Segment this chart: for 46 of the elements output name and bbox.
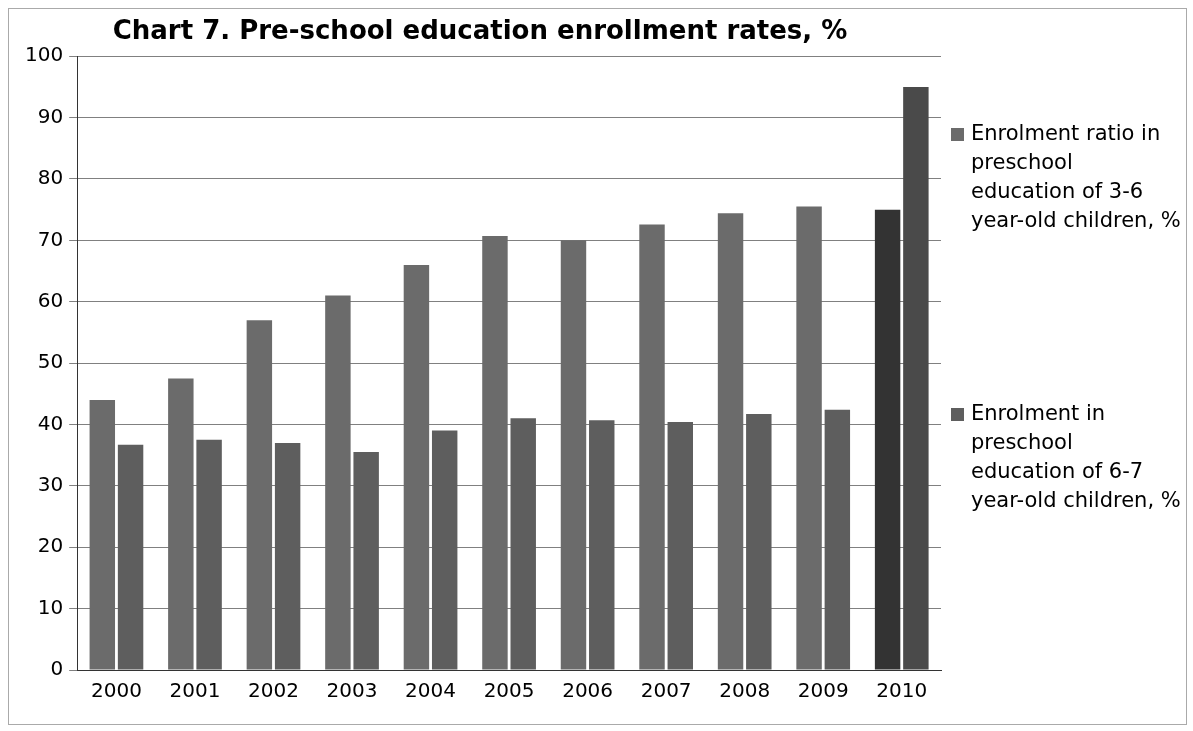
bar	[403, 264, 430, 670]
bar	[717, 213, 744, 670]
x-tick-label: 2005	[483, 678, 535, 703]
bar	[353, 452, 379, 670]
bar	[746, 414, 772, 670]
y-tick-label: 80	[37, 165, 64, 190]
x-tick-label: 2009	[797, 678, 849, 703]
bar	[796, 206, 822, 670]
bar	[667, 422, 693, 670]
legend-label: Enrolment in preschool education of 6-7 year-old children, %	[971, 400, 1181, 514]
bar	[482, 236, 508, 670]
bar	[196, 439, 222, 670]
y-tick-label: 90	[37, 103, 64, 128]
y-tick-label: 40	[37, 410, 64, 435]
bar	[903, 86, 929, 670]
y-tick-label: 70	[37, 226, 64, 251]
chart-title: Chart 7. Pre-school education enrollment rates, %	[112, 15, 848, 46]
bar	[274, 442, 301, 670]
y-tick-label: 0	[50, 656, 64, 681]
y-tick-label: 10	[37, 594, 64, 619]
y-tick-label: 60	[37, 287, 64, 312]
bar	[117, 444, 144, 670]
y-tick-label: 100	[24, 42, 64, 67]
bar	[639, 224, 665, 670]
bar	[824, 409, 851, 670]
bar	[325, 295, 351, 670]
bar	[89, 399, 116, 670]
x-tick-label: 2004	[405, 678, 457, 703]
bar	[168, 378, 194, 670]
bar	[246, 320, 273, 670]
y-tick-label: 50	[37, 349, 64, 374]
bar	[560, 240, 587, 670]
x-tick-label: 2003	[326, 678, 378, 703]
x-tick-label: 2010	[876, 678, 928, 703]
x-tick-label: 2006	[562, 678, 614, 703]
x-tick-label: 2007	[640, 678, 692, 703]
x-tick-label: 2001	[169, 678, 221, 703]
bar	[431, 430, 458, 670]
bar	[589, 420, 615, 670]
y-tick-label: 30	[37, 472, 64, 497]
bar	[510, 418, 536, 670]
legend-label: Enrolment ratio in preschool education of 3-6 year-old children, %	[971, 120, 1181, 234]
x-tick-label: 2000	[90, 678, 142, 703]
x-tick-label: 2002	[248, 678, 299, 703]
y-tick-label: 20	[37, 533, 64, 558]
x-tick-label: 2008	[719, 678, 771, 703]
